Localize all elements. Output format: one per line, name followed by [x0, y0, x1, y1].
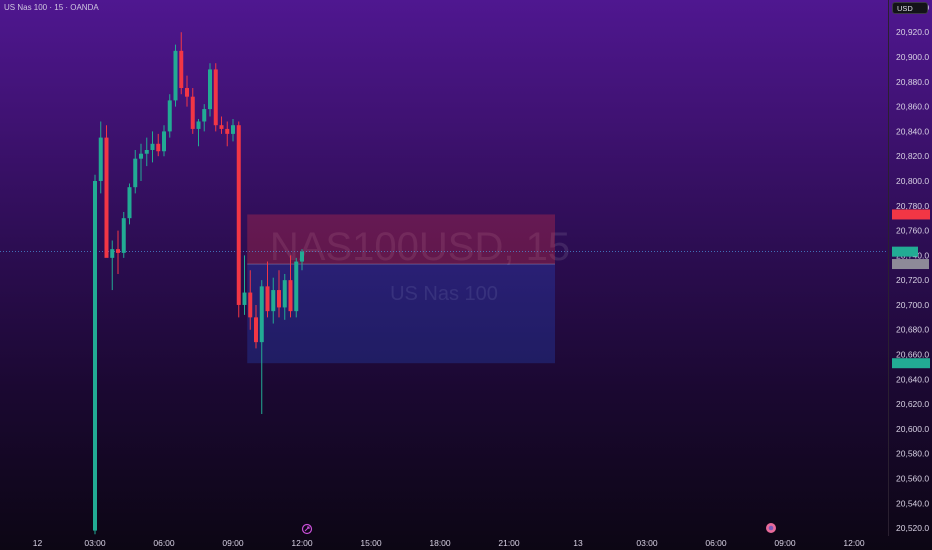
candle-body: [167, 100, 172, 132]
candle-body: [248, 292, 253, 318]
candle-body: [202, 109, 207, 122]
candle-body: [156, 143, 161, 152]
candle-body: [185, 88, 189, 97]
candle-body: [98, 137, 103, 181]
price-tick-label: 20,880.0: [896, 77, 929, 87]
candle-body: [242, 292, 247, 305]
candle-body: [196, 121, 201, 129]
time-tick-label: 03:00: [84, 538, 106, 548]
time-tick-label: 18:00: [429, 538, 451, 548]
candle-body: [173, 50, 178, 101]
time-tick-label: 15:00: [360, 538, 382, 548]
candle-body: [133, 158, 138, 188]
timeline-event-icon[interactable]: [301, 523, 313, 535]
price-tick-label: 20,820.0: [896, 151, 929, 161]
price-tick-label: 20,560.0: [896, 473, 929, 483]
price-tick-label: 20,920.0: [896, 27, 929, 37]
target-price-badge: [892, 358, 930, 369]
time-tick-label: 13: [573, 538, 583, 548]
event-icon-ring: [301, 523, 313, 535]
time-tick-label: 12:00: [843, 538, 865, 548]
stop-loss-zone[interactable]: [247, 214, 555, 265]
candle-body: [139, 153, 143, 159]
price-tick-label: 20,840.0: [896, 126, 929, 136]
price-tick-label: 20,520.0: [896, 523, 929, 533]
stop-price-badge: [892, 209, 930, 220]
candle-body: [225, 128, 230, 134]
candle-body: [288, 280, 293, 312]
candle-body: [121, 218, 126, 253]
event-icon-arrow: [304, 526, 310, 532]
candle-body: [144, 149, 149, 154]
candle-body: [294, 261, 299, 312]
candle-body: [208, 69, 212, 110]
time-tick-label: 03:00: [636, 538, 658, 548]
price-tick-label: 20,860.0: [896, 102, 929, 112]
candle-body: [110, 249, 115, 258]
time-tick-label: 06:00: [153, 538, 175, 548]
candle-body: [254, 317, 258, 343]
candle-body: [104, 137, 109, 258]
candle-body: [236, 125, 241, 305]
price-tick-label: 20,640.0: [896, 374, 929, 384]
price-tick-label: 20,780.0: [896, 201, 929, 211]
price-tick-label: 20,680.0: [896, 325, 929, 335]
price-tick-label: 20,720.0: [896, 275, 929, 285]
time-tick-label: 09:00: [222, 538, 244, 548]
candle-body: [127, 187, 132, 219]
candle-body: [219, 125, 224, 129]
event-icon-inner: [768, 525, 774, 531]
price-tick-label: 20,900.0: [896, 52, 929, 62]
candle-body: [300, 251, 304, 262]
candle-body: [282, 280, 287, 308]
candle-body: [271, 290, 276, 312]
price-tick-label: 20,800.0: [896, 176, 929, 186]
price-tick-label: 20,580.0: [896, 449, 929, 459]
time-tick-label: 09:00: [774, 538, 796, 548]
symbol-title[interactable]: US Nas 100 · 15 · OANDA: [4, 3, 99, 12]
candle-body: [190, 96, 195, 129]
candle-body: [213, 69, 218, 126]
candle-body: [150, 143, 155, 150]
price-tick-label: 20,540.0: [896, 498, 929, 508]
economic-event-icon[interactable]: [766, 523, 776, 533]
take-profit-zone[interactable]: [247, 264, 555, 364]
candle-body: [162, 131, 166, 152]
candle-body: [231, 125, 235, 134]
entry-price-badge: [892, 259, 929, 270]
time-tick-label: 06:00: [705, 538, 727, 548]
candle-body: [277, 290, 281, 308]
price-tick-label: 20,660.0: [896, 350, 929, 360]
price-tick-label: 20,600.0: [896, 424, 929, 434]
price-axis-badges: [892, 209, 930, 369]
time-axis[interactable]: 12 03:00 06:00 09:00 12:00 15:00 18:00 21:00 13 0…: [33, 538, 865, 548]
candle-body: [116, 249, 120, 253]
watermark-sub: US Nas 100: [390, 283, 498, 305]
price-tick-label: 20,760.0: [896, 226, 929, 236]
price-tick-label: 20,620.0: [896, 399, 929, 409]
candle-body: [259, 286, 264, 343]
watermark-main: NAS100USD, 15: [270, 225, 570, 269]
candle-body: [179, 50, 184, 89]
currency-label[interactable]: USD: [892, 2, 928, 14]
time-tick-label: 21:00: [498, 538, 520, 548]
time-tick-label: 12: [33, 538, 43, 548]
candle-body: [93, 180, 97, 531]
time-tick-label: 12:00: [291, 538, 313, 548]
candle-series: [93, 32, 304, 535]
price-tick-label: 20,700.0: [896, 300, 929, 310]
candle-body: [265, 286, 270, 312]
short-position-tool[interactable]: [247, 214, 555, 364]
current-price-badge: [892, 246, 918, 257]
